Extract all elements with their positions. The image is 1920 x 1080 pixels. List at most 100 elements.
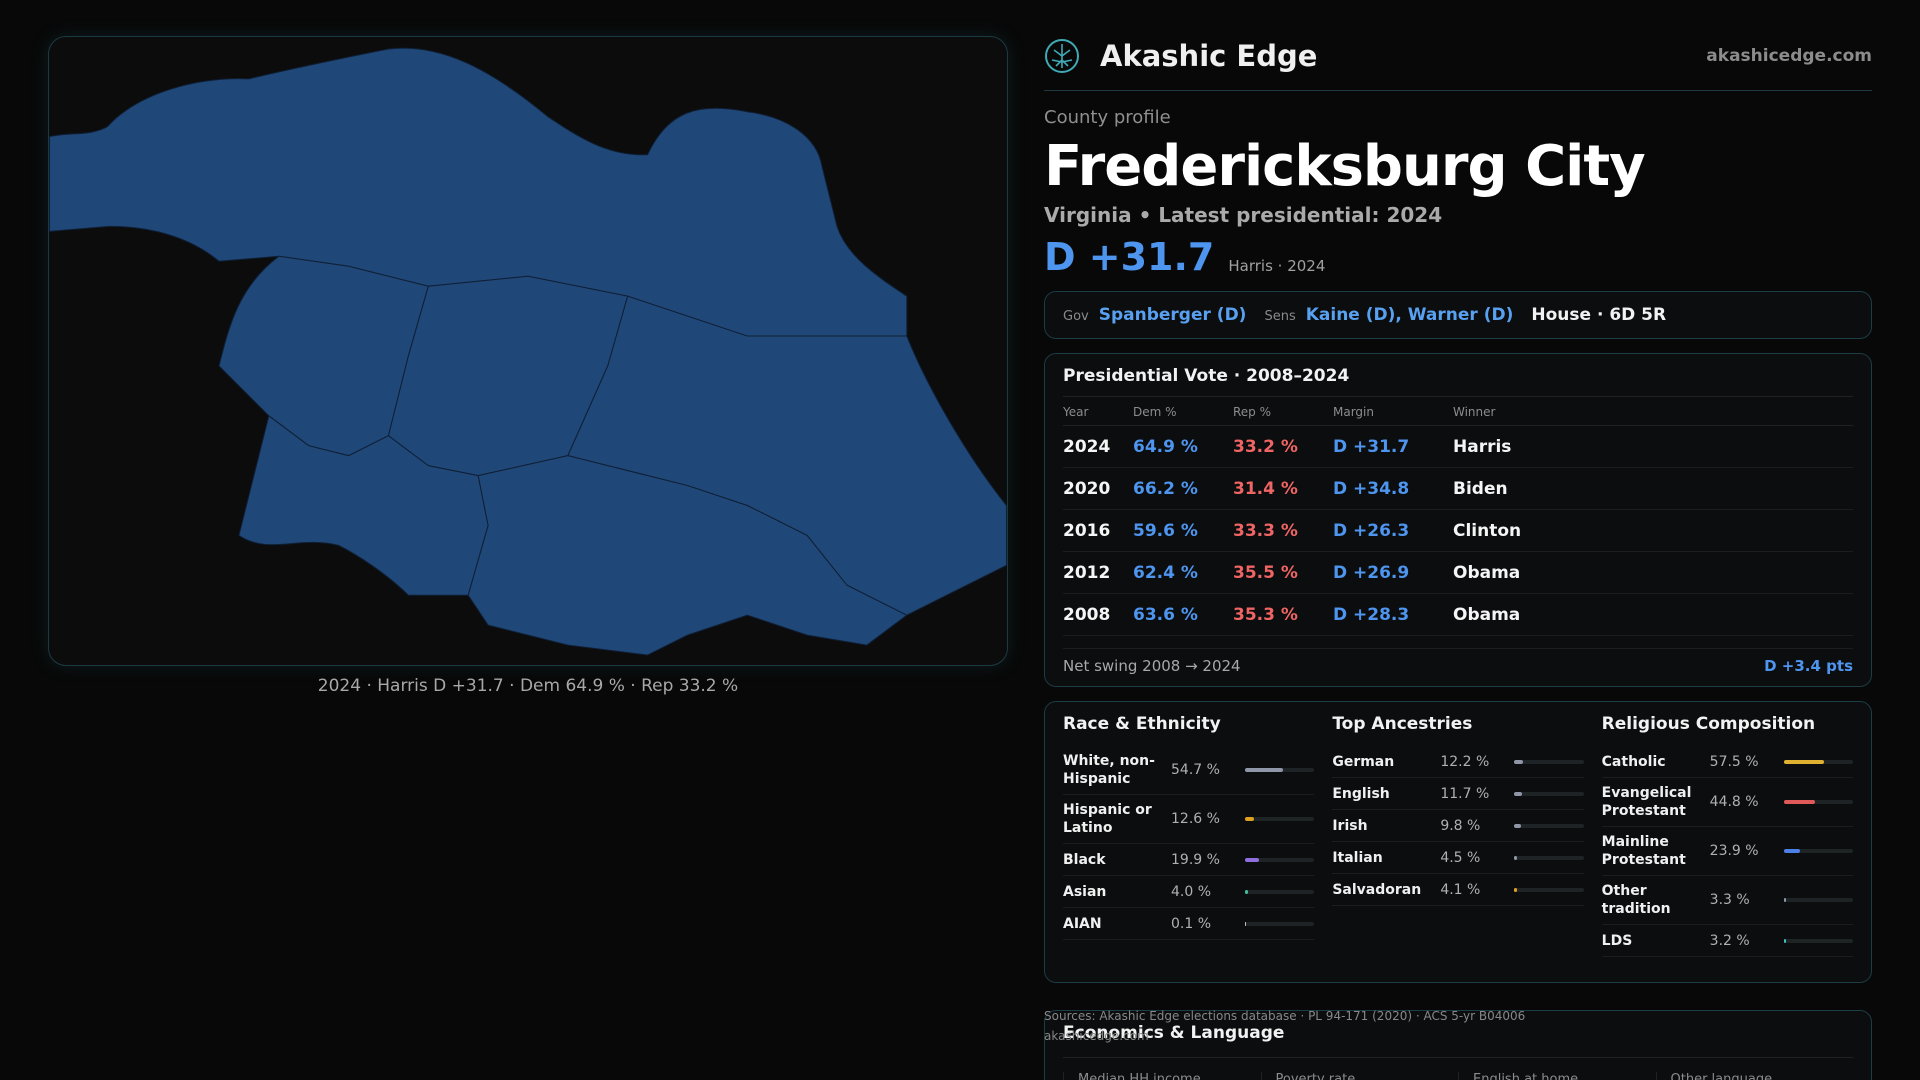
econ-col-english: English at home (1458, 1072, 1656, 1080)
tract-north[interactable] (49, 47, 908, 337)
list-item: Other tradition 3.3 % (1601, 876, 1853, 925)
tract-south[interactable] (467, 455, 908, 656)
item-bar (1514, 887, 1584, 892)
col-winner: Winner (1453, 405, 1496, 419)
economics-card: Economics & Language Median HH income Po… (1044, 1010, 1872, 1080)
county-title: Fredericksburg City (1044, 134, 1646, 199)
row-rep: 35.3 % (1233, 604, 1298, 625)
row-winner: Obama (1453, 562, 1521, 583)
econ-col-poverty: Poverty rate (1260, 1072, 1459, 1080)
col-dem: Dem % (1133, 405, 1177, 419)
item-bar-fill (1245, 817, 1254, 821)
item-value: 57.5 % (1709, 753, 1759, 770)
item-bar (1245, 921, 1315, 926)
county-map[interactable] (49, 37, 1007, 665)
sens-label: Sens (1264, 309, 1296, 324)
religion-column: Religious Composition Catholic 57.5 % Ev… (1601, 714, 1853, 970)
headline-margin: D +31.7 (1044, 235, 1215, 279)
tree-of-life-icon (1045, 39, 1079, 73)
margin-note: Harris · 2024 (1228, 257, 1326, 275)
item-label: LDS (1601, 932, 1633, 949)
net-swing-row: Net swing 2008 → 2024 D +3.4 pts (1063, 648, 1853, 675)
gov-label: Gov (1063, 309, 1089, 324)
row-winner: Biden (1453, 478, 1508, 499)
item-bar (1245, 889, 1315, 894)
item-label: Salvadoran (1332, 881, 1422, 898)
list-item: Black 19.9 % (1063, 844, 1315, 876)
item-value: 4.0 % (1171, 883, 1212, 900)
row-dem: 63.6 % (1133, 604, 1198, 625)
votes-table-header: Year Dem % Rep % Margin Winner (1063, 396, 1853, 426)
item-bar-fill (1783, 938, 1786, 943)
item-value: 0.1 % (1171, 915, 1212, 932)
section-eyebrow: County profile (1044, 107, 1171, 128)
row-margin: D +26.9 (1333, 562, 1410, 583)
item-bar (1245, 817, 1315, 821)
row-winner: Obama (1453, 604, 1521, 625)
item-value: 11.7 % (1440, 785, 1490, 802)
row-rep: 33.2 % (1233, 436, 1298, 457)
item-label: Mainline Protestant (1601, 834, 1686, 868)
officials-card: Gov Spanberger (D) Sens Kaine (D), Warne… (1044, 291, 1872, 339)
item-bar (1245, 768, 1315, 772)
item-bar-fill (1245, 889, 1248, 894)
brand-url-link[interactable]: akashicedge.com (1706, 46, 1872, 66)
item-bar (1514, 855, 1584, 860)
map-caption: 2024 · Harris D +31.7 · Dem 64.9 % · Rep… (317, 676, 739, 696)
item-label: AIAN (1063, 915, 1102, 932)
item-value: 12.6 % (1171, 811, 1220, 827)
item-label: Asian (1063, 883, 1107, 900)
list-item: Mainline Protestant 23.9 % (1601, 827, 1853, 876)
item-bar-fill (1783, 800, 1815, 804)
item-bar-fill (1783, 849, 1801, 853)
row-year: 2016 (1063, 520, 1111, 541)
table-row: 2024 64.9 % 33.2 % D +31.7 Harris (1063, 426, 1853, 468)
item-value: 44.8 % (1709, 794, 1759, 810)
item-value: 9.8 % (1440, 817, 1481, 834)
row-margin: D +26.3 (1333, 520, 1410, 541)
item-bar (1514, 823, 1584, 828)
senators-value: Kaine (D), Warner (D) (1305, 305, 1514, 325)
county-map-panel[interactable] (48, 36, 1008, 666)
table-row: 2012 62.4 % 35.5 % D +26.9 Obama (1063, 552, 1853, 594)
item-label: Evangelical Protestant (1601, 785, 1692, 819)
econ-col-other-lang: Other language (1655, 1072, 1854, 1080)
item-bar-fill (1514, 791, 1523, 796)
item-bar (1783, 759, 1853, 764)
item-value: 23.9 % (1709, 843, 1759, 859)
list-item: Evangelical Protestant 44.8 % (1601, 778, 1853, 827)
item-bar (1514, 791, 1584, 796)
item-value: 19.9 % (1171, 851, 1220, 868)
item-bar (1783, 898, 1853, 902)
religion-title: Religious Composition (1601, 714, 1816, 734)
item-label: Other tradition (1601, 883, 1671, 917)
brand-name: Akashic Edge (1100, 39, 1318, 73)
item-label: German (1332, 753, 1395, 770)
list-item: Hispanic or Latino 12.6 % (1063, 795, 1315, 844)
county-shape-group (49, 47, 1007, 656)
item-bar (1245, 857, 1315, 862)
row-dem: 62.4 % (1133, 562, 1198, 583)
list-item: Salvadoran 4.1 % (1332, 874, 1584, 906)
econ-col-income: Median HH income (1063, 1072, 1261, 1080)
item-value: 3.3 % (1709, 892, 1750, 908)
governor-value: Spanberger (D) (1098, 305, 1247, 325)
item-value: 4.5 % (1440, 849, 1481, 866)
economics-header: Median HH income Poverty rate English at… (1063, 1057, 1853, 1080)
sources-url[interactable]: akashicedge.com (1044, 1029, 1149, 1043)
item-bar-fill (1783, 898, 1786, 902)
item-bar (1783, 938, 1853, 943)
row-winner: Harris (1453, 436, 1512, 457)
col-margin: Margin (1333, 405, 1374, 419)
row-margin: D +28.3 (1333, 604, 1410, 625)
sources-note: Sources: Akashic Edge elections database… (1044, 1006, 1525, 1046)
list-item: Irish 9.8 % (1332, 810, 1584, 842)
item-bar-fill (1514, 855, 1518, 860)
col-year: Year (1063, 405, 1089, 419)
item-bar-fill (1245, 857, 1259, 862)
list-item: LDS 3.2 % (1601, 925, 1853, 957)
item-label: White, non-Hispanic (1063, 753, 1155, 787)
list-item: German 12.2 % (1332, 746, 1584, 778)
item-bar (1783, 849, 1853, 853)
votes-table-body: 2024 64.9 % 33.2 % D +31.7 Harris 2020 6… (1063, 426, 1853, 636)
